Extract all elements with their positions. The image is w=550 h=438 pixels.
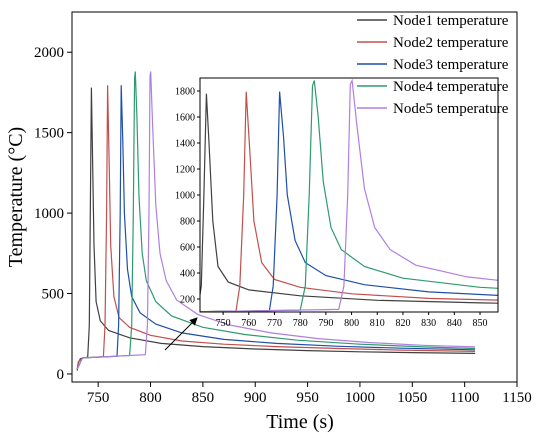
inset-x-tick-label: 810 (370, 318, 385, 329)
y-tick-label: 2000 (34, 45, 64, 61)
y-tick-label: 500 (42, 287, 65, 303)
legend-label-node4: Node4 temperature (393, 79, 509, 95)
inset-series-line-node3 (200, 91, 498, 312)
inset-y-tick-label: 1600 (175, 113, 195, 124)
x-tick-label: 1050 (397, 390, 427, 406)
inset-pointer-arrow (164, 317, 198, 351)
main-series-group (76, 71, 476, 371)
y-tick-label: 1500 (34, 126, 64, 142)
inset-x-tick-label: 830 (421, 318, 436, 329)
inset-y-tick-label: 600 (180, 243, 195, 254)
inset-series-group (200, 78, 498, 312)
x-tick-label: 800 (139, 390, 162, 406)
legend-label-node3: Node3 temperature (393, 57, 509, 73)
x-tick-label: 1100 (450, 390, 479, 406)
inset-x-tick-label: 780 (293, 318, 308, 329)
inset-y-tick-label: 1800 (175, 87, 195, 98)
inset-y-tick-label: 1200 (175, 165, 195, 176)
y-tick-label: 0 (57, 367, 65, 383)
series-line-node1 (76, 87, 476, 371)
x-tick-label: 1150 (502, 390, 531, 406)
x-tick-label: 950 (296, 390, 319, 406)
series-line-node5 (76, 71, 476, 370)
inset-axes: 750 760 770 780 790 800 810 820 830 840 850 200 400 6… (175, 77, 499, 329)
series-line-node3 (76, 85, 476, 370)
inset-x-tick-label: 760 (241, 318, 256, 329)
inset-chart: 750 760 770 780 790 800 810 820 830 840 850 200 400 6… (175, 77, 499, 329)
inset-x-tick-label: 750 (216, 318, 231, 329)
inset-x-tick-label: 770 (267, 318, 282, 329)
inset-y-tick-label: 400 (180, 269, 195, 280)
legend-label-node1: Node1 temperature (393, 13, 509, 29)
x-tick-label: 850 (192, 390, 215, 406)
inset-series-line-node5 (200, 78, 498, 312)
inset-x-tick-label: 800 (344, 318, 359, 329)
inset-y-tick-label: 800 (180, 217, 195, 228)
inset-series-line-node4 (200, 80, 498, 312)
inset-x-tick-label: 790 (318, 318, 333, 329)
series-line-node4 (76, 71, 476, 370)
inset-y-tick-label: 1000 (175, 191, 195, 202)
inset-y-tick-label: 1400 (175, 139, 195, 150)
y-tick-label: 1000 (34, 206, 64, 222)
legend-label-node5: Node5 temperature (393, 101, 509, 117)
main-axes: 750 800 850 900 950 1000 1050 1100 1150 0 500 1000 1… (34, 11, 532, 406)
inset-y-tick-label: 200 (180, 295, 195, 306)
inset-series-line-node1 (200, 93, 498, 304)
inset-x-tick-label: 820 (395, 318, 410, 329)
inset-x-tick-label: 840 (447, 318, 462, 329)
x-tick-label: 900 (244, 390, 267, 406)
x-tick-label: 750 (87, 390, 110, 406)
y-axis-label: Temperature (°C) (5, 127, 27, 267)
x-axis-label: Time (s) (266, 411, 334, 433)
legend: Node1 temperature Node2 temperature Node3 … (357, 13, 509, 117)
legend-label-node2: Node2 temperature (393, 35, 509, 51)
inset-x-tick-label: 850 (473, 318, 488, 329)
x-tick-label: 1000 (345, 390, 375, 406)
main-plot-frame (71, 11, 518, 383)
